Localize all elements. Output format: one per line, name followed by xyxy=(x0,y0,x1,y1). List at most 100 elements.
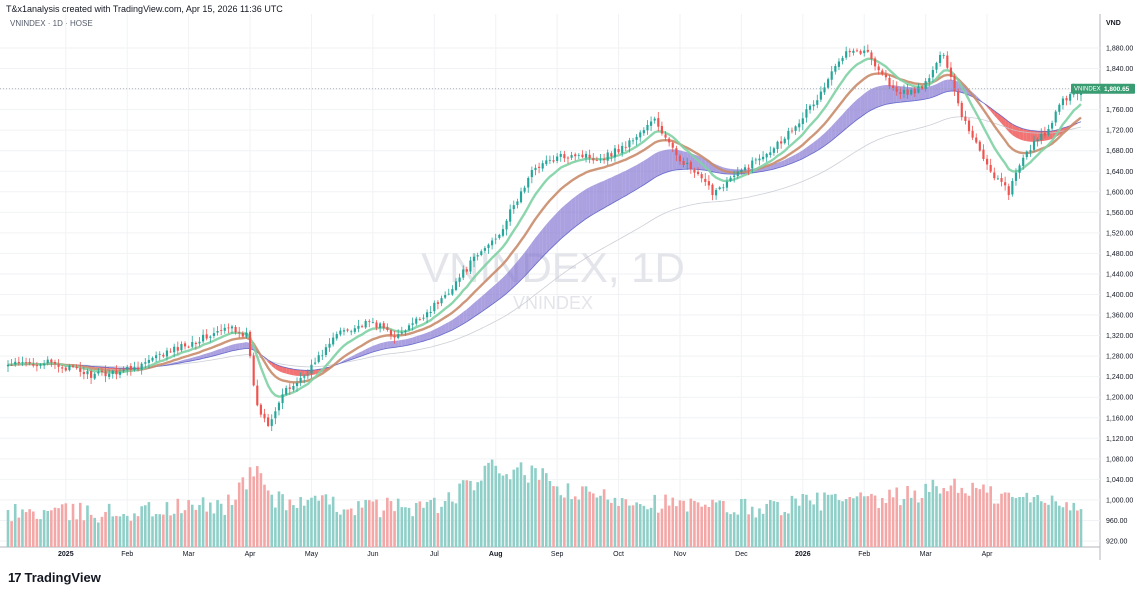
volume-bar xyxy=(555,486,559,547)
volume-bar xyxy=(982,484,985,547)
candle-body xyxy=(884,74,887,78)
volume-bar xyxy=(902,498,906,547)
volume-bar xyxy=(653,494,656,547)
candle-body xyxy=(259,404,262,415)
ma-cloud-segment xyxy=(521,252,525,280)
volume-bar xyxy=(219,503,223,547)
candle-body xyxy=(790,130,794,132)
volume-bar xyxy=(548,481,552,547)
volume-bar xyxy=(483,465,487,547)
volume-bar xyxy=(321,495,324,547)
candle-body xyxy=(491,240,494,246)
ma-cloud-segment xyxy=(224,345,229,353)
volume-bar xyxy=(60,504,64,547)
volume-bar xyxy=(808,500,812,547)
ma-cloud-segment xyxy=(835,118,839,138)
candle-body xyxy=(556,156,559,161)
candle-body xyxy=(234,326,237,333)
candle-body xyxy=(588,154,591,159)
chart-symbol-legend[interactable]: VNINDEX · 1D · HOSE xyxy=(10,19,93,28)
volume-bar xyxy=(508,479,512,547)
ma-cloud-segment xyxy=(239,342,243,350)
volume-bar xyxy=(50,510,53,547)
volume-bar xyxy=(837,500,841,547)
volume-bar xyxy=(440,506,443,547)
volume-bar xyxy=(86,505,89,547)
candle-body xyxy=(743,167,747,171)
ma-cloud-segment xyxy=(564,202,568,236)
candle-body xyxy=(827,79,830,88)
volume-bar xyxy=(819,510,823,547)
candle-body xyxy=(230,326,234,329)
volume-bar xyxy=(360,507,364,547)
volume-bar xyxy=(1007,492,1011,547)
x-axis[interactable]: 2025 Feb Mar Apr May Jun Jul Aug Sep Oct Nov Dec 202… xyxy=(58,551,993,558)
volume-bar xyxy=(393,511,396,547)
candle-body xyxy=(624,146,627,148)
ma-cloud-segment xyxy=(206,352,211,358)
candle-body xyxy=(606,152,609,161)
volume-bar xyxy=(104,511,107,547)
candle-body xyxy=(375,322,378,328)
y-axis-tick-label: 1,400.00 xyxy=(1106,292,1133,299)
candle-body xyxy=(256,385,259,406)
candle-body xyxy=(519,191,523,203)
volume-bar xyxy=(425,501,429,547)
volume-bar xyxy=(884,502,888,547)
ma-cloud-segment xyxy=(882,84,886,106)
volume-bar xyxy=(794,498,797,547)
candle-body xyxy=(248,331,252,357)
candle-body xyxy=(451,289,454,295)
candle-body xyxy=(949,67,953,77)
volume-bar xyxy=(577,499,581,547)
candle-body xyxy=(509,209,512,222)
ma-cloud-segment xyxy=(560,205,565,239)
ma-cloud-segment xyxy=(549,216,554,250)
ma-cloud-segment xyxy=(192,356,196,361)
volume-bar xyxy=(1065,502,1068,547)
candle-body xyxy=(281,394,284,404)
y-axis-tick-label: 1,320.00 xyxy=(1106,333,1133,340)
volume-bar xyxy=(830,494,834,547)
ma-cloud-segment xyxy=(289,368,294,376)
candle-body xyxy=(548,159,552,161)
candle-body xyxy=(982,149,985,160)
candle-body xyxy=(17,361,20,364)
ma-cloud-segment xyxy=(513,261,518,287)
ma-cloud-segment xyxy=(199,354,204,360)
volume-bar xyxy=(638,504,642,547)
ma-cloud-segment xyxy=(419,334,424,343)
x-axis-tick-label: 2025 xyxy=(58,551,74,558)
volume-bar xyxy=(642,505,646,547)
candle-body xyxy=(855,50,859,52)
candle-body xyxy=(180,344,183,351)
ma-cloud-segment xyxy=(773,162,778,170)
candle-body xyxy=(595,159,598,161)
ma-cloud xyxy=(8,79,1081,376)
candle-body xyxy=(263,413,266,419)
y-axis-tick-label: 1,600.00 xyxy=(1106,189,1133,196)
volume-bar xyxy=(357,501,360,547)
ma-cloud-segment xyxy=(213,349,218,356)
volume-bar xyxy=(270,494,274,547)
volume-bar xyxy=(624,499,628,547)
ma-cloud-segment xyxy=(802,147,807,159)
candle-body xyxy=(819,91,822,100)
ma-cloud-segment xyxy=(488,287,493,307)
ma-cloud-segment xyxy=(474,299,478,317)
candle-body xyxy=(472,256,476,262)
volume-bar xyxy=(516,467,519,547)
candle-body xyxy=(798,123,801,128)
y-axis[interactable]: 1,880.00 1,840.00 1,760.00 1,720.00 1,680.00… xyxy=(1106,46,1133,546)
tradingview-brand[interactable]: 17 TradingView xyxy=(8,570,101,585)
ma-cloud-segment xyxy=(878,85,883,107)
volume-bar xyxy=(935,486,938,547)
volume-bar xyxy=(729,514,732,547)
volume-bar xyxy=(436,513,440,547)
volume-bar xyxy=(364,499,367,547)
volume-bar xyxy=(1036,495,1039,547)
volume-bar xyxy=(862,496,866,547)
ma-cloud-segment xyxy=(409,337,413,345)
candle-body xyxy=(10,364,13,366)
